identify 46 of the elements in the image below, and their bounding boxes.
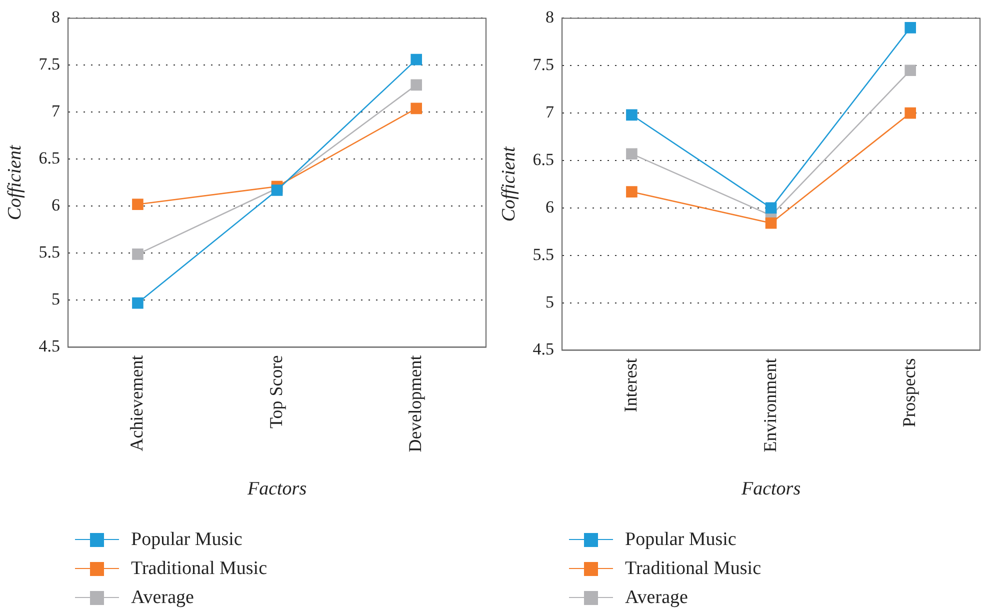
legend-label: Traditional Music <box>625 558 761 580</box>
legend-label: Average <box>625 586 688 608</box>
legend-label: Popular Music <box>625 528 736 550</box>
y-tick-label: 5 <box>546 292 554 312</box>
point <box>904 64 916 76</box>
y-tick-label: 8 <box>52 8 60 27</box>
y-tick-label: 6 <box>52 196 60 215</box>
y-axis-title: Cofficient <box>4 144 26 220</box>
legend-label: Average <box>131 586 194 608</box>
y-axis-title: Cofficient <box>498 146 520 222</box>
y-tick-label: 5.5 <box>38 242 60 262</box>
y-tick-label: 5 <box>52 290 60 309</box>
x-tick-label: Prospects <box>899 358 920 428</box>
y-tick-label: 4.5 <box>532 340 554 359</box>
point <box>765 202 777 214</box>
legend-label: Traditional Music <box>131 558 267 580</box>
point <box>410 79 422 91</box>
y-tick-label: 5.5 <box>532 244 554 264</box>
point <box>904 22 916 34</box>
point <box>626 109 638 121</box>
x-tick-label: Interest <box>620 358 640 412</box>
y-tick-label: 6.5 <box>38 148 60 168</box>
point <box>765 217 777 229</box>
legend-label: Popular Music <box>131 528 242 550</box>
y-tick-label: 7.5 <box>532 55 554 74</box>
y-tick-label: 7 <box>546 102 555 122</box>
y-tick-label: 7.5 <box>38 54 60 74</box>
x-tick-label: Environment <box>760 358 780 452</box>
point <box>132 198 144 210</box>
point <box>904 107 916 119</box>
x-tick-label: Top Score <box>266 355 286 428</box>
y-tick-label: 6.5 <box>532 150 554 169</box>
y-tick-label: 8 <box>546 8 554 27</box>
point <box>410 54 422 66</box>
y-tick-label: 6 <box>546 197 554 216</box>
point <box>132 248 144 260</box>
x-tick-label: Development <box>405 355 426 452</box>
x-axis-title: Factors <box>246 478 307 500</box>
point <box>132 297 144 309</box>
y-tick-label: 4.5 <box>38 336 60 356</box>
point <box>626 148 638 160</box>
x-tick-label: Achievement <box>126 355 146 452</box>
y-tick-label: 7 <box>52 102 61 121</box>
point <box>626 186 638 198</box>
x-axis-title: Factors <box>740 478 801 500</box>
point <box>410 102 422 114</box>
